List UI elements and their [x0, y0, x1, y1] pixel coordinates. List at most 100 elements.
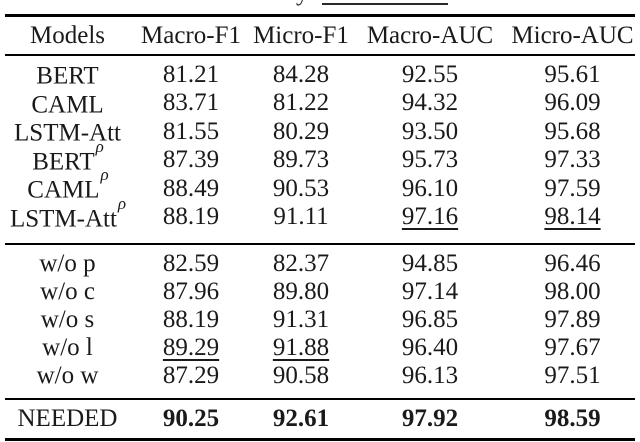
model-label: CAML — [27, 176, 100, 204]
caption-partial-char: y — [296, 0, 306, 7]
value-cell: 96.46 — [544, 249, 601, 277]
caption-char-fragment: y — [296, 0, 306, 7]
results-table: Models Macro-F1 Micro-F1 Macro-AUC Micro… — [5, 14, 635, 441]
value-cell: 82.37 — [272, 249, 330, 277]
value-cell: 93.50 — [401, 117, 459, 145]
value-cell-bold: 90.25 — [162, 405, 220, 433]
value-cell: 95.68 — [544, 117, 601, 145]
value-cell: 87.29 — [162, 362, 220, 390]
model-label: BERT — [32, 147, 95, 175]
value-cell-underlined: 91.88 — [272, 334, 330, 362]
table-row-caml-rho: CAMLρ 88.49 90.53 96.10 97.59 — [5, 166, 635, 204]
model-cell: w/o s — [5, 307, 130, 332]
caption-underline-fragment — [322, 3, 448, 5]
value-cell: 97.14 — [401, 277, 459, 305]
value-cell-bold: 97.92 — [401, 405, 459, 433]
column-header-models: Models — [30, 22, 105, 49]
value-cell: 83.71 — [162, 89, 220, 117]
value-cell: 89.80 — [272, 277, 330, 305]
table-row-lstm-att: LSTM-Att 81.55 80.29 93.50 95.68 — [5, 117, 635, 146]
model-cell: w/o w — [5, 363, 130, 388]
value-cell: 81.22 — [272, 89, 330, 117]
model-cell: CAMLρ — [5, 166, 130, 204]
model-label: LSTM-Att — [14, 119, 121, 147]
value-cell-underlined: 97.16 — [401, 203, 459, 231]
model-superscript-rho: ρ — [95, 136, 104, 156]
value-cell: 96.10 — [401, 174, 459, 202]
model-label: w/o s — [40, 305, 95, 333]
value-cell: 90.58 — [272, 362, 330, 390]
value-cell: 96.85 — [401, 305, 459, 333]
model-label: w/o w — [36, 362, 99, 390]
column-header-micro-f1: Micro-F1 — [253, 22, 349, 49]
value-cell: 82.59 — [162, 249, 220, 277]
model-cell: w/o p — [5, 251, 130, 276]
value-cell: 91.11 — [273, 203, 329, 231]
model-label: LSTM-Att — [9, 204, 117, 232]
table-row-wo-l: w/o l 89.29 91.88 96.40 97.67 — [5, 334, 635, 362]
column-header-micro-auc: Micro-AUC — [511, 22, 634, 49]
value-cell: 96.40 — [401, 334, 459, 362]
value-cell: 94.85 — [401, 249, 459, 277]
model-label: w/o p — [39, 249, 96, 277]
value-cell: 88.49 — [162, 174, 220, 202]
value-cell: 89.73 — [272, 146, 330, 174]
baseline-models-section: BERT 81.21 84.28 92.55 95.61 CAML 83.71 … — [5, 54, 635, 243]
value-cell: 97.67 — [544, 334, 601, 362]
value-cell: 96.09 — [544, 89, 601, 117]
table-header-section: Models Macro-F1 Micro-F1 Macro-AUC Micro… — [5, 14, 635, 54]
model-label: NEEDED — [17, 405, 118, 433]
table-row-caml: CAML 83.71 81.22 94.32 96.09 — [5, 89, 635, 118]
table-row-wo-w: w/o w 87.29 90.58 96.13 97.51 — [5, 362, 635, 390]
value-cell: 91.31 — [272, 305, 330, 333]
value-cell: 81.21 — [162, 60, 220, 88]
table-row-wo-p: w/o p 82.59 82.37 94.85 96.46 — [5, 249, 635, 277]
value-cell-underlined: 89.29 — [162, 334, 220, 362]
model-cell: w/o l — [5, 335, 130, 360]
value-cell: 88.19 — [162, 203, 220, 231]
value-cell: 81.55 — [162, 117, 220, 145]
model-label: CAML — [31, 90, 104, 118]
model-cell: BERT — [5, 60, 130, 88]
model-cell: LSTM-Att — [5, 117, 130, 145]
model-label: BERT — [36, 62, 99, 90]
model-cell: LSTM-Attρ — [5, 195, 130, 232]
table-row-bert-rho: BERTρ 87.39 89.73 95.73 97.33 — [5, 138, 635, 175]
value-cell: 95.61 — [544, 60, 601, 88]
model-label: w/o c — [40, 277, 95, 305]
model-cell: CAML — [5, 89, 130, 117]
model-label: w/o l — [42, 334, 93, 362]
model-cell: NEEDED — [5, 406, 130, 431]
value-cell: 84.28 — [272, 60, 330, 88]
table-row-wo-c: w/o c 87.96 89.80 97.14 98.00 — [5, 277, 635, 305]
value-cell: 80.29 — [272, 117, 330, 145]
value-cell-bold: 92.61 — [272, 405, 330, 433]
proposed-method-section: NEEDED 90.25 92.61 97.92 98.59 — [5, 397, 635, 441]
value-cell: 88.19 — [162, 305, 220, 333]
value-cell: 97.33 — [544, 146, 601, 174]
value-cell: 94.32 — [401, 89, 459, 117]
model-cell: BERTρ — [5, 138, 130, 175]
column-header-macro-f1: Macro-F1 — [141, 22, 241, 49]
value-cell: 97.59 — [544, 174, 601, 202]
value-cell: 92.55 — [401, 60, 459, 88]
model-superscript-rho: ρ — [117, 193, 127, 213]
value-cell-bold: 98.59 — [544, 405, 601, 433]
table-header-row: Models Macro-F1 Micro-F1 Macro-AUC Micro… — [5, 17, 635, 54]
model-superscript-rho: ρ — [100, 165, 109, 185]
value-cell: 90.53 — [272, 174, 330, 202]
value-cell: 97.89 — [544, 305, 601, 333]
value-cell: 97.51 — [544, 362, 601, 390]
model-cell: w/o c — [5, 279, 130, 304]
table-row-needed: NEEDED 90.25 92.61 97.92 98.59 — [5, 405, 635, 433]
value-cell: 95.73 — [401, 146, 459, 174]
value-cell-underlined: 98.14 — [544, 203, 601, 231]
value-cell: 96.13 — [401, 362, 459, 390]
table-row-lstm-att-rho: LSTM-Attρ 88.19 91.11 97.16 98.14 — [5, 195, 635, 232]
column-header-macro-auc: Macro-AUC — [366, 22, 494, 49]
value-cell: 98.00 — [544, 277, 601, 305]
value-cell: 87.96 — [162, 277, 220, 305]
value-cell: 87.39 — [162, 146, 220, 174]
table-row-wo-s: w/o s 88.19 91.31 96.85 97.89 — [5, 305, 635, 333]
